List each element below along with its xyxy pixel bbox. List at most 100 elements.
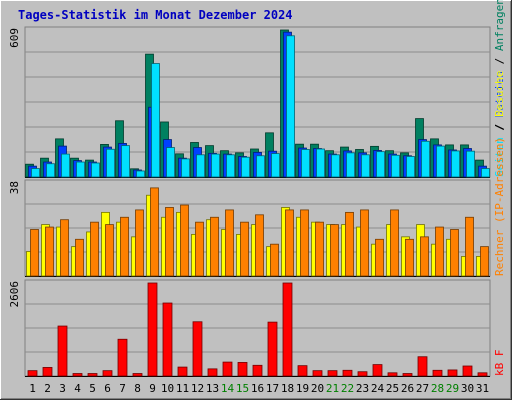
legend-entry: kB F (493, 350, 506, 377)
day-label-23: 23 (356, 382, 369, 395)
bar-middle-rechner-ip-adressen--12 (195, 221, 204, 277)
bar-middle-rechner-ip-adressen--14 (225, 209, 234, 277)
bar-middle-rechner-ip-adressen--23 (360, 209, 369, 277)
bar-middle-rechner-ip-adressen--7 (120, 216, 129, 277)
bar-top-seiten-5 (91, 162, 100, 178)
bar-top-seiten-1 (31, 168, 40, 178)
bar-bottom-kb-f-15 (237, 362, 248, 377)
bar-bottom-kb-f-16 (252, 364, 263, 377)
day-label-2: 2 (44, 382, 51, 395)
day-label-11: 11 (176, 382, 189, 395)
bar-top-seiten-30 (466, 150, 475, 178)
bar-middle-rechner-ip-adressen--10 (165, 207, 174, 277)
day-label-18: 18 (281, 382, 294, 395)
day-label-17: 17 (266, 382, 279, 395)
bar-middle-rechner-ip-adressen--30 (465, 216, 474, 277)
bar-top-seiten-28 (436, 145, 445, 178)
day-label-15: 15 (236, 382, 249, 395)
day-label-12: 12 (191, 382, 204, 395)
day-label-16: 16 (251, 382, 264, 395)
bar-bottom-kb-f-17 (267, 321, 278, 377)
chart-title: Tages-Statistik im Monat Dezember 2024 (18, 8, 293, 22)
bar-bottom-kb-f-25 (387, 372, 398, 377)
day-label-31: 31 (476, 382, 489, 395)
bar-top-seiten-21 (331, 154, 340, 178)
panel-legend: kB F (493, 350, 506, 377)
bar-bottom-kb-f-1 (27, 370, 38, 377)
panel-legend: Seiten / Dateien / Anfragen (493, 0, 506, 177)
panel-bottom: 2606 kB F (8, 279, 506, 377)
day-label-6: 6 (104, 382, 111, 395)
bar-top-seiten-7 (121, 145, 130, 178)
bar-top-seiten-17 (271, 153, 280, 178)
bar-bottom-kb-f-26 (402, 373, 413, 377)
bar-middle-rechner-ip-adressen--3 (60, 219, 69, 277)
bar-middle-rechner-ip-adressen--13 (210, 216, 219, 277)
bar-bottom-kb-f-23 (357, 371, 368, 377)
bar-top-seiten-25 (391, 154, 400, 178)
day-label-7: 7 (119, 382, 126, 395)
bar-middle-rechner-ip-adressen--2 (45, 226, 54, 277)
bar-middle-rechner-ip-adressen--16 (255, 214, 264, 277)
bar-bottom-kb-f-22 (342, 369, 353, 377)
bar-bottom-kb-f-2 (42, 367, 53, 377)
bar-top-seiten-11 (181, 158, 190, 178)
day-label-4: 4 (74, 382, 81, 395)
bar-top-seiten-26 (406, 156, 415, 178)
day-label-19: 19 (296, 382, 309, 395)
bar-middle-rechner-ip-adressen--18 (285, 209, 294, 277)
bar-top-seiten-10 (166, 147, 175, 178)
day-label-1: 1 (29, 382, 36, 395)
legend-entry: Seiten (493, 137, 506, 177)
x-axis-day-labels: 1 2 3 4 5 6 7 8 9 10 11 12 13 14 15 16 17 18 19 20 21 22 23 24 2… (29, 382, 489, 395)
bar-top-seiten-4 (76, 161, 85, 178)
bar-top-seiten-6 (106, 148, 115, 178)
bar-bottom-kb-f-27 (417, 356, 428, 377)
bar-middle-rechner-ip-adressen--28 (435, 226, 444, 277)
bar-top-seiten-8 (136, 170, 145, 178)
bar-bottom-kb-f-18 (282, 282, 293, 377)
day-label-30: 30 (461, 382, 474, 395)
y-axis-max-label: 2606 (8, 281, 21, 308)
panel-middle: 38 Rechner (IP-Adressen) / Besuche (8, 71, 506, 277)
day-label-27: 27 (416, 382, 429, 395)
legend-entry: / (493, 51, 506, 71)
legend-entry: Anfragen (493, 0, 506, 51)
bar-middle-rechner-ip-adressen--11 (180, 204, 189, 277)
series-rechner-ip-adressen- (30, 187, 489, 277)
bar-middle-rechner-ip-adressen--8 (135, 209, 144, 277)
bar-bottom-kb-f-20 (312, 370, 323, 377)
bar-middle-rechner-ip-adressen--1 (30, 229, 39, 277)
legend-entry: Rechner (IP-Adressen) (493, 137, 506, 276)
bar-bottom-kb-f-13 (207, 368, 218, 377)
bar-middle-rechner-ip-adressen--19 (300, 209, 309, 277)
bar-bottom-kb-f-14 (222, 361, 233, 377)
bar-middle-rechner-ip-adressen--9 (150, 187, 159, 277)
bar-bottom-kb-f-5 (87, 373, 98, 377)
bar-top-seiten-16 (256, 155, 265, 178)
bar-top-seiten-14 (226, 154, 235, 178)
day-label-28: 28 (431, 382, 444, 395)
bar-bottom-kb-f-19 (297, 365, 308, 377)
bar-middle-rechner-ip-adressen--17 (270, 243, 279, 277)
panel-top: 609 Seiten / Dateien / Anfragen (8, 0, 506, 178)
bar-top-seiten-12 (196, 154, 205, 178)
day-label-22: 22 (341, 382, 354, 395)
day-label-26: 26 (401, 382, 414, 395)
bar-bottom-kb-f-31 (477, 372, 488, 377)
bar-top-seiten-13 (211, 153, 220, 178)
bar-bottom-kb-f-6 (102, 370, 113, 377)
bar-bottom-kb-f-11 (177, 366, 188, 377)
bar-top-seiten-31 (481, 168, 490, 178)
day-label-13: 13 (206, 382, 219, 395)
day-label-21: 21 (326, 382, 339, 395)
bar-top-seiten-18 (286, 35, 295, 178)
bar-bottom-kb-f-10 (162, 302, 173, 377)
bar-middle-rechner-ip-adressen--5 (90, 221, 99, 277)
bar-middle-rechner-ip-adressen--24 (375, 238, 384, 277)
day-label-24: 24 (371, 382, 385, 395)
day-label-8: 8 (134, 382, 141, 395)
legend-entry: Dateien (493, 71, 506, 117)
